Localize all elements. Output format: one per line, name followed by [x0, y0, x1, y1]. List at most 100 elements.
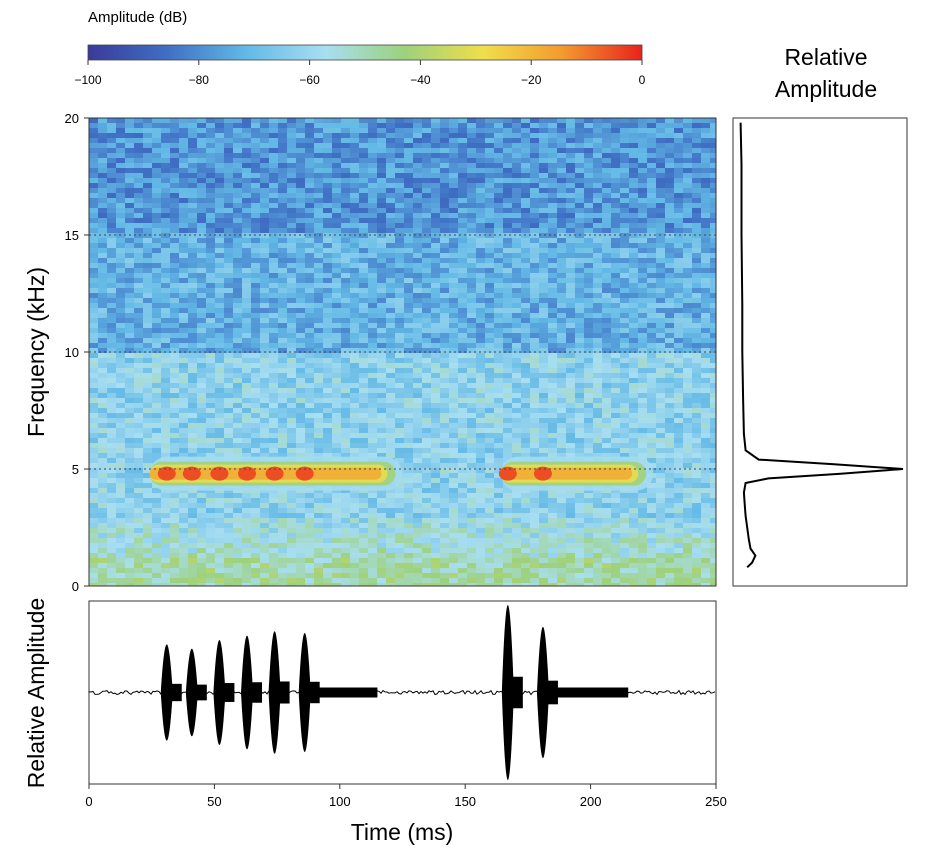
- spectrogram-cell: [548, 158, 558, 164]
- spectrogram-cell: [701, 283, 711, 289]
- spectrogram-cell: [296, 258, 306, 264]
- spectrogram-cell: [701, 388, 711, 394]
- spectrogram-cell: [683, 413, 693, 419]
- spectrogram-cell: [413, 163, 423, 169]
- spectrogram-cell: [368, 238, 378, 244]
- spectrogram-cell: [206, 223, 216, 229]
- spectrogram-cell: [611, 288, 621, 294]
- spectrogram-cell: [413, 228, 423, 234]
- spectrogram-cell: [98, 458, 108, 464]
- spectrogram-cell: [539, 248, 549, 254]
- spectrogram-cell: [521, 123, 531, 129]
- spectrogram-cell: [548, 253, 558, 259]
- spectrogram-cell: [269, 178, 279, 184]
- spectrogram-cell: [557, 443, 567, 449]
- spectrogram-cell: [170, 398, 180, 404]
- spectrogram-cell: [107, 253, 117, 259]
- spectrogram-cell: [440, 433, 450, 439]
- spectrogram-cell: [296, 143, 306, 149]
- spectrogram-cell: [521, 273, 531, 279]
- spectrogram-cell: [98, 473, 108, 479]
- spectrogram-cell: [674, 278, 684, 284]
- spectrogram-cell: [314, 123, 324, 129]
- spectrogram-cell: [350, 433, 360, 439]
- spectrogram-cell: [539, 313, 549, 319]
- spectrogram-cell: [377, 318, 387, 324]
- spectrogram-cell: [638, 153, 648, 159]
- spectrogram-cell: [386, 438, 396, 444]
- spectrogram-cell: [404, 338, 414, 344]
- spectrogram-cell: [647, 298, 657, 304]
- spectrogram-cell: [368, 413, 378, 419]
- spectrogram-cell: [314, 378, 324, 384]
- spectrogram-cell: [233, 308, 243, 314]
- spectrogram-cell: [224, 438, 234, 444]
- spectrogram-cell: [170, 288, 180, 294]
- spectrogram-cell: [314, 188, 324, 194]
- spectrogram-cell: [458, 198, 468, 204]
- spectrogram-cell: [152, 218, 162, 224]
- spectrogram-cell: [602, 373, 612, 379]
- spectrogram-cell: [413, 273, 423, 279]
- spectrogram-cell: [503, 198, 513, 204]
- spectrogram-cell: [530, 433, 540, 439]
- spectrogram-cell: [593, 273, 603, 279]
- spectrogram-cell: [125, 263, 135, 269]
- spectrogram-cell: [440, 318, 450, 324]
- spectrogram-cell: [377, 243, 387, 249]
- spectrogram-cell: [296, 433, 306, 439]
- spectrogram-cell: [602, 318, 612, 324]
- spectrogram-cell: [710, 393, 716, 399]
- spectrogram-cell: [503, 433, 513, 439]
- spectrogram-cell: [710, 233, 716, 239]
- spectrogram-cell: [647, 278, 657, 284]
- spectrogram-cell: [557, 163, 567, 169]
- spectrogram-cell: [125, 303, 135, 309]
- spectrogram-cell: [503, 253, 513, 259]
- spectrogram-cell: [665, 323, 675, 329]
- spectrogram-cell: [116, 183, 126, 189]
- spectrogram-cell: [278, 238, 288, 244]
- spectrogram-cell: [449, 228, 459, 234]
- spectrogram-cell: [89, 373, 99, 379]
- spectrogram-cell: [305, 248, 315, 254]
- spectrogram-cell: [557, 223, 567, 229]
- spectrogram-cell: [602, 258, 612, 264]
- spectrogram-cell: [251, 213, 261, 219]
- spectrogram-cell: [251, 418, 261, 424]
- spectrogram-cell: [656, 138, 666, 144]
- spectrogram-cell: [161, 393, 171, 399]
- spectrogram-cell: [674, 423, 684, 429]
- spectrogram-cell: [125, 448, 135, 454]
- spectrogram-cell: [710, 338, 716, 344]
- spectrogram-cell: [134, 283, 144, 289]
- spectrogram-cell: [683, 208, 693, 214]
- spectrogram-cell: [350, 203, 360, 209]
- spectrogram-cell: [341, 273, 351, 279]
- spectrogram-cell: [530, 178, 540, 184]
- spectrogram-cell: [449, 348, 459, 354]
- spectrogram-cell: [143, 183, 153, 189]
- spectrogram-cell: [278, 393, 288, 399]
- spectrogram-cell: [242, 128, 252, 134]
- spectrogram-cell: [404, 253, 414, 259]
- spectrogram-cell: [107, 408, 117, 414]
- spectrogram-cell: [107, 328, 117, 334]
- spectrogram-cell: [323, 248, 333, 254]
- spectrogram-cell: [422, 263, 432, 269]
- spectrogram-cell: [440, 383, 450, 389]
- spectrogram-cell: [404, 163, 414, 169]
- spectrogram-cell: [215, 398, 225, 404]
- spectrogram-cell: [674, 468, 684, 474]
- spectrogram-cell: [350, 153, 360, 159]
- spectrogram-cell: [593, 238, 603, 244]
- spectrogram-cell: [512, 133, 522, 139]
- spectrogram-cell: [557, 218, 567, 224]
- spectrogram-cell: [314, 433, 324, 439]
- spectrogram-cell: [359, 408, 369, 414]
- spectrogram-cell: [107, 398, 117, 404]
- spectrogram-cell: [638, 203, 648, 209]
- spectrogram-cell: [674, 303, 684, 309]
- spectrogram-cell: [143, 278, 153, 284]
- spectrogram-cell: [629, 153, 639, 159]
